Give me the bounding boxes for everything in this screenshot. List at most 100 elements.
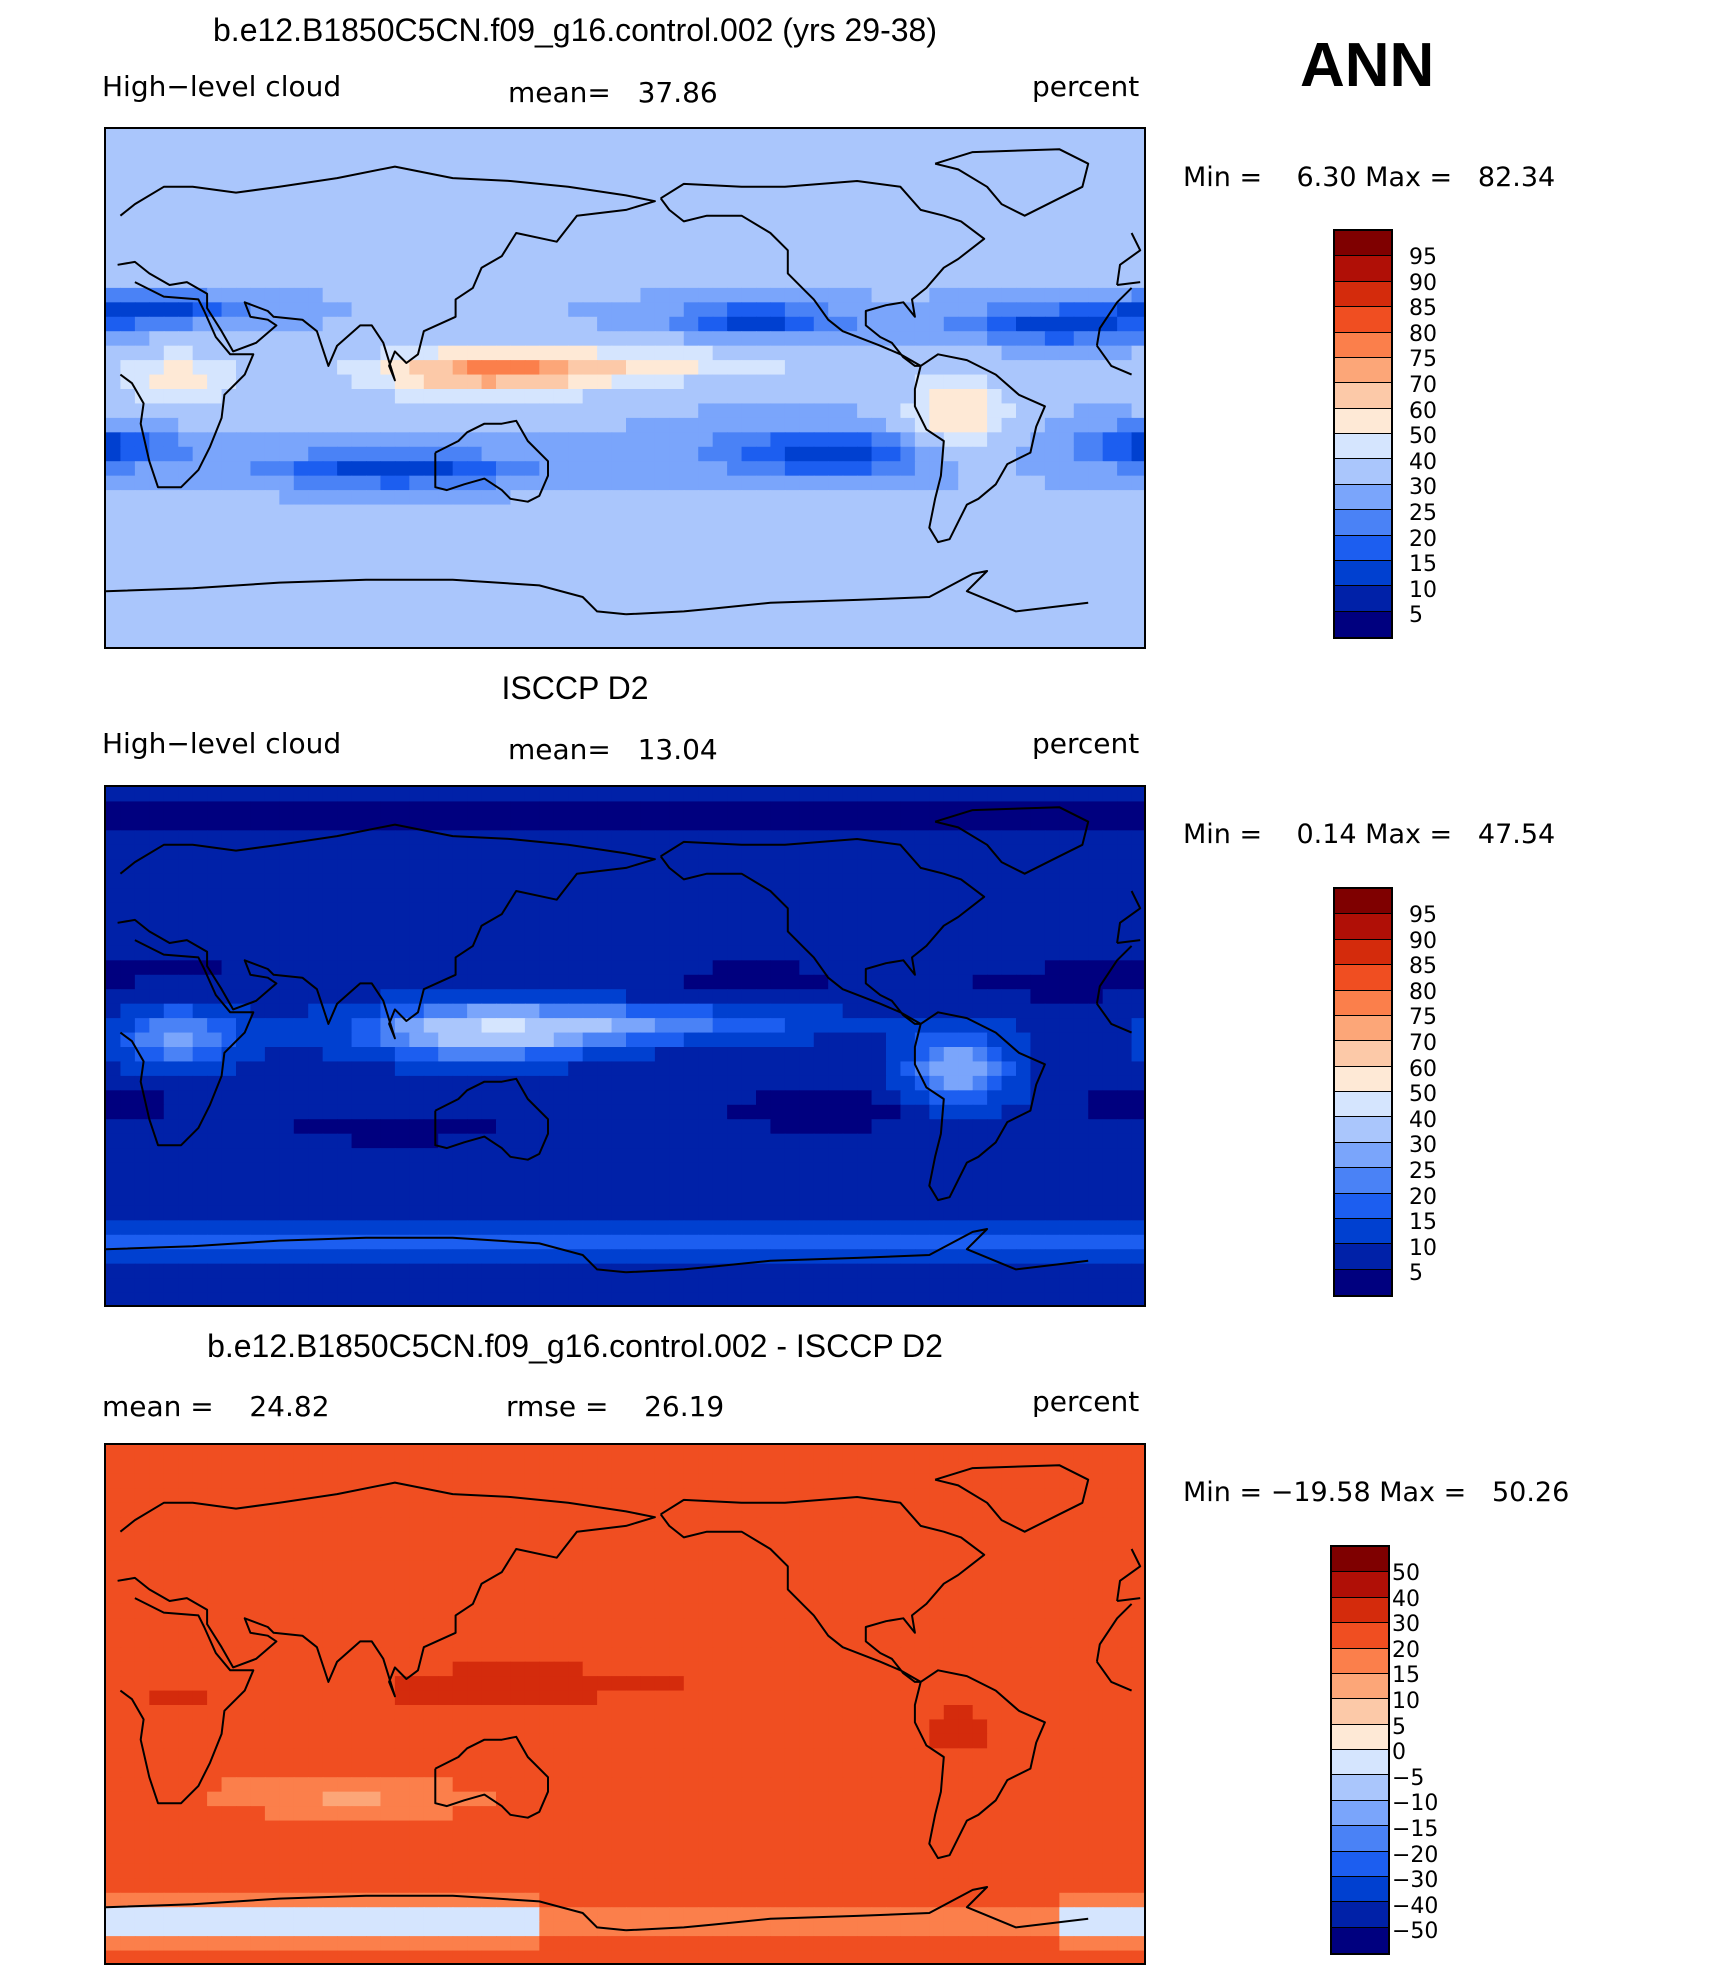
contour-cell bbox=[698, 417, 714, 433]
contour-cell bbox=[741, 331, 757, 347]
contour-cell bbox=[813, 287, 829, 303]
contour-cell bbox=[207, 1003, 223, 1019]
contour-cell bbox=[409, 490, 425, 506]
contour-cell bbox=[712, 533, 728, 549]
contour-cell bbox=[452, 1119, 468, 1135]
contour-cell bbox=[1131, 417, 1144, 433]
contour-cell bbox=[1073, 1032, 1089, 1048]
contour-cell bbox=[510, 859, 526, 875]
contour-cell bbox=[683, 129, 699, 145]
contour-cell bbox=[770, 902, 786, 918]
contour-cell bbox=[279, 1133, 295, 1149]
contour-cell bbox=[236, 201, 252, 217]
contour-cell bbox=[293, 844, 309, 860]
contour-cell bbox=[784, 634, 800, 647]
contour-cell bbox=[1088, 417, 1104, 433]
contour-cell bbox=[279, 519, 295, 535]
contour-cell bbox=[828, 461, 844, 477]
contour-cell bbox=[568, 634, 584, 647]
contour-cell bbox=[987, 1162, 1003, 1178]
contour-cell bbox=[308, 533, 324, 549]
contour-cell bbox=[914, 389, 930, 405]
contour-cell bbox=[857, 815, 873, 831]
contour-cell bbox=[813, 815, 829, 831]
contour-cell bbox=[279, 244, 295, 260]
contour-cell bbox=[178, 186, 194, 202]
contour-cell bbox=[1044, 1205, 1060, 1221]
contour-cell bbox=[524, 1018, 540, 1034]
contour-cell bbox=[799, 844, 815, 860]
contour-cell bbox=[611, 432, 627, 448]
contour-cell bbox=[120, 1133, 136, 1149]
contour-cell bbox=[250, 562, 266, 578]
contour-cell bbox=[279, 215, 295, 231]
contour-cell bbox=[886, 143, 902, 159]
contour-cell bbox=[380, 1249, 396, 1265]
contour-cell bbox=[972, 1075, 988, 1091]
contour-cell bbox=[394, 989, 410, 1005]
contour-cell bbox=[106, 432, 122, 448]
contour-cell bbox=[438, 1177, 454, 1193]
contour-cell bbox=[683, 519, 699, 535]
contour-cell bbox=[120, 931, 136, 947]
contour-cell bbox=[1044, 244, 1060, 260]
contour-cell bbox=[813, 259, 829, 275]
contour-cell bbox=[669, 360, 685, 376]
contour-cell bbox=[626, 1205, 642, 1221]
contour-cell bbox=[683, 1104, 699, 1120]
contour-cell bbox=[1131, 844, 1144, 860]
contour-cell bbox=[163, 519, 179, 535]
contour-cell bbox=[496, 562, 512, 578]
contour-cell bbox=[524, 504, 540, 520]
contour-cell bbox=[683, 888, 699, 904]
contour-cell bbox=[842, 830, 858, 846]
contour-cell bbox=[337, 1205, 353, 1221]
contour-cell bbox=[250, 1018, 266, 1034]
contour-cell bbox=[669, 974, 685, 990]
contour-cell bbox=[221, 902, 237, 918]
contour-cell bbox=[871, 1234, 887, 1250]
contour-cell bbox=[192, 620, 208, 636]
contour-cell bbox=[943, 605, 959, 621]
contour-cell bbox=[1030, 504, 1046, 520]
contour-cell bbox=[784, 201, 800, 217]
contour-cell bbox=[192, 830, 208, 846]
contour-cell bbox=[597, 446, 613, 462]
contour-cell bbox=[467, 533, 483, 549]
contour-cell bbox=[496, 787, 512, 803]
contour-cell bbox=[1131, 129, 1144, 145]
contour-cell bbox=[120, 974, 136, 990]
contour-cell bbox=[481, 591, 497, 607]
contour-cell bbox=[669, 475, 685, 491]
contour-cell bbox=[900, 815, 916, 831]
contour-cell bbox=[597, 1162, 613, 1178]
contour-cell bbox=[914, 432, 930, 448]
contour-cell bbox=[409, 360, 425, 376]
contour-cell bbox=[741, 605, 757, 621]
contour-cell bbox=[611, 172, 627, 188]
contour-cell bbox=[1044, 186, 1060, 202]
contour-cell bbox=[524, 1220, 540, 1236]
contour-cell bbox=[972, 1162, 988, 1178]
contour-cell bbox=[972, 389, 988, 405]
contour-cell bbox=[423, 360, 439, 376]
contour-cell bbox=[553, 215, 569, 231]
contour-cell bbox=[1073, 490, 1089, 506]
contour-cell bbox=[106, 331, 122, 347]
contour-cell bbox=[640, 1018, 656, 1034]
contour-cell bbox=[1016, 591, 1032, 607]
contour-cell bbox=[813, 1047, 829, 1063]
contour-cell bbox=[900, 562, 916, 578]
contour-cell bbox=[857, 1032, 873, 1048]
contour-cell bbox=[322, 490, 338, 506]
contour-cell bbox=[943, 787, 959, 803]
contour-cell bbox=[640, 345, 656, 361]
contour-cell bbox=[799, 576, 815, 592]
contour-cell bbox=[409, 945, 425, 961]
contour-cell bbox=[626, 417, 642, 433]
contour-cell bbox=[1073, 1075, 1089, 1091]
contour-cell bbox=[264, 830, 280, 846]
contour-cell bbox=[539, 873, 555, 889]
contour-cell bbox=[568, 1133, 584, 1149]
contour-cell bbox=[886, 815, 902, 831]
